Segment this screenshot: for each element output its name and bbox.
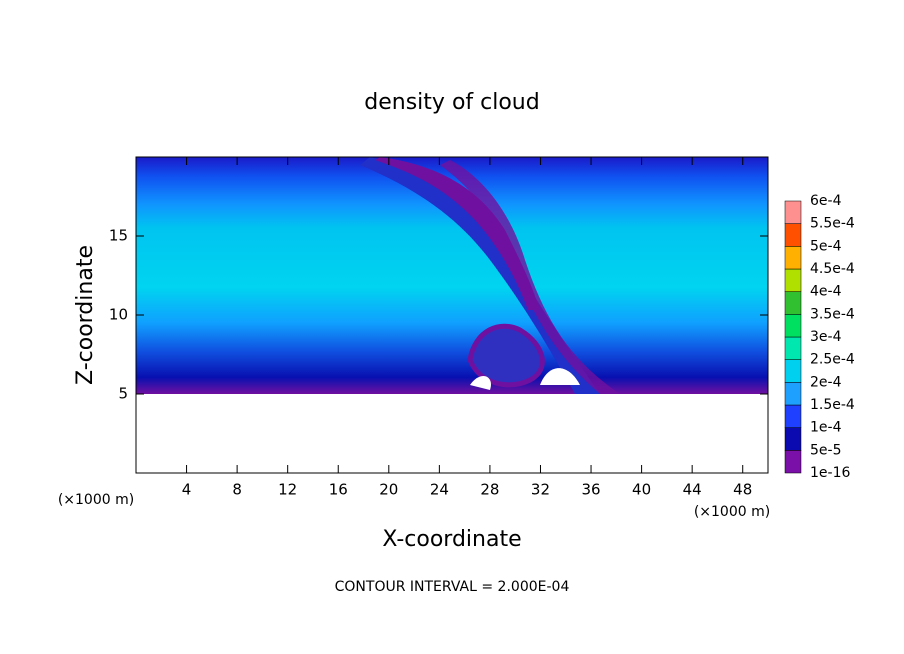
y-tick-label: 15 bbox=[109, 227, 128, 245]
colorbar-box bbox=[784, 200, 802, 224]
colorbar-label: 6e-4 bbox=[810, 193, 842, 209]
x-tick-label: 40 bbox=[632, 481, 651, 499]
colorbar-box bbox=[784, 268, 802, 292]
colorbar-label: 4e-4 bbox=[810, 284, 842, 300]
colorbar-label: 3e-4 bbox=[810, 329, 842, 345]
x-tick-label: 8 bbox=[232, 481, 242, 499]
gap bbox=[470, 368, 580, 390]
x-axis-label: X-coordinate bbox=[382, 527, 521, 552]
colorbar-box bbox=[784, 427, 802, 451]
streak bbox=[440, 160, 620, 394]
footer-note: CONTOUR INTERVAL = 2.000E-04 bbox=[335, 579, 570, 595]
colorbar-box bbox=[784, 223, 802, 247]
colorbar-box bbox=[784, 314, 802, 338]
colorbar-label: 3.5e-4 bbox=[810, 306, 855, 322]
colorbar-box bbox=[784, 291, 802, 315]
colorbar-label: 5.5e-4 bbox=[810, 216, 855, 232]
colorbar-label: 5e-4 bbox=[810, 238, 842, 254]
colorbar-label: 4.5e-4 bbox=[810, 261, 855, 277]
colorbar-label: 2e-4 bbox=[810, 374, 842, 390]
x-tick-label: 32 bbox=[531, 481, 550, 499]
colorbar-box bbox=[784, 382, 802, 406]
x-tick-label: 20 bbox=[379, 481, 398, 499]
chart-title: density of cloud bbox=[364, 90, 539, 115]
y-tick-label: 10 bbox=[109, 306, 128, 324]
field bbox=[136, 157, 768, 394]
streak bbox=[375, 157, 540, 310]
x-tick-label: 48 bbox=[733, 481, 752, 499]
colorbar-label: 1e-4 bbox=[810, 420, 842, 436]
x-unit-label: (×1000 m) bbox=[694, 504, 770, 520]
x-tick-label: 16 bbox=[329, 481, 348, 499]
colorbar-box bbox=[784, 404, 802, 428]
colorbar-label: 1e-16 bbox=[810, 465, 850, 481]
colorbar-box bbox=[784, 450, 802, 474]
x-tick-label: 12 bbox=[278, 481, 297, 499]
x-tick-label: 24 bbox=[430, 481, 449, 499]
colorbar-box bbox=[784, 359, 802, 383]
colorbar-label: 5e-5 bbox=[810, 442, 841, 458]
x-tick-label: 4 bbox=[182, 481, 192, 499]
y-tick-label: 5 bbox=[118, 385, 128, 403]
vortex bbox=[467, 323, 545, 388]
colorbar-label: 1.5e-4 bbox=[810, 397, 855, 413]
x-tick-label: 36 bbox=[581, 481, 600, 499]
y-unit-label: (×1000 m) bbox=[58, 492, 134, 508]
colorbar-label: 2.5e-4 bbox=[810, 352, 855, 368]
x-tick-label: 28 bbox=[480, 481, 499, 499]
x-tick-label: 44 bbox=[683, 481, 702, 499]
colorbar-box bbox=[784, 336, 802, 360]
y-axis-label: Z-coordinate bbox=[73, 245, 98, 385]
colorbar-box bbox=[784, 246, 802, 270]
